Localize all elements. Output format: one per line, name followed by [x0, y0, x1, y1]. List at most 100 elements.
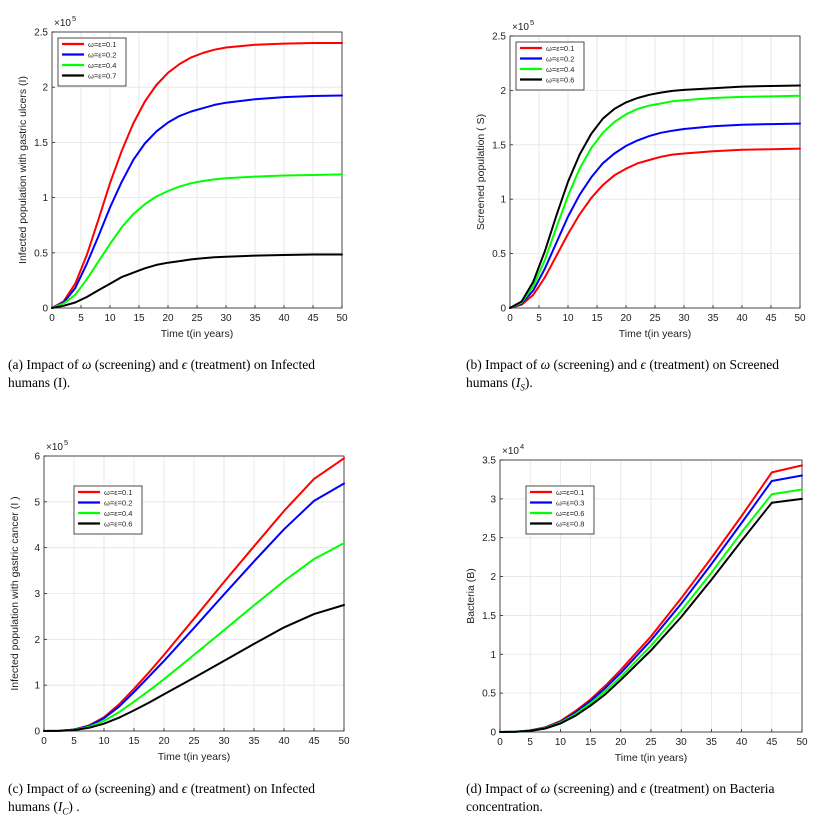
b-legend-label-1: ω=ε=0.2: [546, 55, 574, 64]
b-xtick-label-7: 35: [707, 313, 719, 324]
b-xtick-label-8: 40: [736, 313, 748, 324]
c-xtick-label-5: 25: [188, 736, 200, 747]
caption-c-omega: ω: [81, 781, 92, 796]
c-ytick-label-4: 4: [34, 543, 40, 554]
d-series-line-3: [499, 497, 803, 733]
caption-a-eps: ϵ: [181, 357, 188, 372]
b-ytick-label-2: 1: [500, 195, 506, 206]
a-ytick-label-5: 2.5: [34, 28, 48, 39]
caption-b-omega: ω: [540, 357, 551, 372]
chart-d-svg: 0 5 10 15 20 25 30 35 40 45 50 0 0.5 1 1.5 2 2.5 3 3.5 ×10 4…: [465, 442, 808, 764]
caption-b-mid2: (treatment) on Screened: [649, 357, 780, 372]
b-ytick-label-3: 1.5: [492, 140, 506, 151]
d-ytick-label-0: 0: [490, 728, 496, 739]
d-xtick-label-5: 25: [645, 737, 657, 748]
caption-c-label: (c): [8, 781, 23, 796]
caption-d-mid2: (treatment) on Bacteria: [649, 781, 775, 796]
c-legend-label-1: ω=ε=0.2: [104, 499, 132, 508]
c-ytick-label-1: 1: [34, 681, 40, 692]
c-xtick-label-10: 50: [338, 736, 350, 747]
caption-a: (a) Impact of ω (screening) and ϵ (treat…: [8, 356, 388, 392]
caption-d-omega: ω: [540, 781, 551, 796]
b-xtick-label-0: 0: [507, 313, 513, 324]
caption-d: (d) Impact of ω (screening) and ϵ (treat…: [466, 780, 836, 816]
a-multiplier: ×10: [54, 18, 71, 29]
d-xtick-label-4: 20: [615, 737, 627, 748]
c-exponent: 5: [64, 438, 68, 447]
c-xtick-label-3: 15: [128, 736, 140, 747]
d-legend-label-2: ω=ε=0.6: [556, 509, 584, 518]
caption-b-sub: S: [520, 382, 525, 393]
c-xtick-label-0: 0: [41, 736, 47, 747]
caption-c: (c) Impact of ω (screening) and ϵ (treat…: [8, 780, 388, 821]
a-ytick-label-1: 0.5: [34, 248, 48, 259]
a-ytick-label-0: 0: [42, 304, 48, 315]
d-legend-label-1: ω=ε=0.3: [556, 499, 584, 508]
a-xlabel: Time t(in years): [161, 328, 234, 340]
caption-c-eps: ϵ: [181, 781, 188, 796]
b-xtick-label-9: 45: [765, 313, 777, 324]
d-ytick-label-5: 2.5: [482, 533, 496, 544]
b-xtick-label-2: 10: [562, 313, 574, 324]
a-ylabel: Infected population with gastric ulcers …: [17, 76, 29, 264]
b-series-line-2: [509, 94, 801, 309]
c-xlabel: Time t(in years): [158, 751, 231, 763]
a-xtick-label-1: 5: [78, 313, 84, 324]
a-xtick-label-10: 50: [336, 313, 348, 324]
caption-c-mid1: (screening) and: [94, 781, 179, 796]
caption-d-line2: concentration.: [466, 799, 543, 814]
caption-b-eps: ϵ: [640, 357, 646, 372]
d-legend-label-0: ω=ε=0.1: [556, 488, 584, 497]
caption-b-label: (b): [466, 357, 482, 372]
chart-panel-d: 0 5 10 15 20 25 30 35 40 45 50 0 0.5 1 1.5 2 2.5 3 3.5 ×10 4…: [460, 438, 836, 778]
d-xtick-label-2: 10: [555, 737, 567, 748]
c-xtick-label-4: 20: [158, 736, 170, 747]
c-ytick-label-5: 5: [34, 497, 40, 508]
b-ytick-label-4: 2: [500, 86, 506, 97]
c-ytick-label-0: 0: [34, 727, 40, 738]
d-ytick-label-2: 1: [490, 650, 496, 661]
b-xtick-label-10: 50: [794, 313, 806, 324]
caption-d-eps: ϵ: [640, 781, 646, 796]
d-xtick-label-3: 15: [585, 737, 597, 748]
c-ytick-label-6: 6: [34, 452, 40, 463]
a-series-line-3: [51, 253, 343, 309]
caption-a-label: (a): [8, 357, 23, 372]
caption-c-sub: C: [62, 806, 69, 817]
a-series-line-0: [51, 42, 343, 309]
b-series-line-0: [509, 147, 801, 309]
caption-b-mid1: (screening) and: [553, 357, 638, 372]
d-ytick-label-4: 2: [490, 572, 496, 583]
caption-d-pre: Impact of: [485, 781, 538, 796]
caption-a-mid2: (treatment) on Infected: [190, 357, 315, 372]
c-xtick-label-1: 5: [71, 736, 77, 747]
b-ytick-label-5: 2.5: [492, 32, 506, 43]
a-legend-label-2: ω=ε=0.4: [88, 61, 116, 70]
caption-a-mid1: (screening) and: [94, 357, 179, 372]
b-ylabel: Screened population ( S): [475, 114, 487, 230]
a-exponent: 5: [72, 14, 76, 23]
c-xtick-label-8: 40: [278, 736, 290, 747]
b-xtick-label-4: 20: [620, 313, 632, 324]
c-legend-label-2: ω=ε=0.4: [104, 509, 132, 518]
caption-c-line2a: humans (: [8, 799, 58, 814]
b-ytick-label-0: 0: [500, 304, 506, 315]
b-xtick-label-5: 25: [649, 313, 661, 324]
a-legend-box: [57, 37, 127, 87]
b-ytick-label-1: 0.5: [492, 249, 506, 260]
b-xtick-label-6: 30: [678, 313, 690, 324]
caption-b: (b) Impact of ω (screening) and ϵ (treat…: [466, 356, 836, 397]
a-legend-label-3: ω=ε=0.7: [88, 72, 116, 81]
c-multiplier: ×10: [46, 442, 63, 453]
a-xtick-label-9: 45: [307, 313, 319, 324]
d-xtick-label-0: 0: [497, 737, 503, 748]
d-xtick-label-1: 5: [527, 737, 533, 748]
a-xtick-label-6: 30: [220, 313, 232, 324]
b-legend-label-0: ω=ε=0.1: [546, 44, 574, 53]
a-xtick-label-7: 35: [249, 313, 261, 324]
a-series-line-1: [51, 94, 343, 309]
b-legend-box: [515, 41, 585, 91]
a-ytick-label-4: 2: [42, 83, 48, 94]
